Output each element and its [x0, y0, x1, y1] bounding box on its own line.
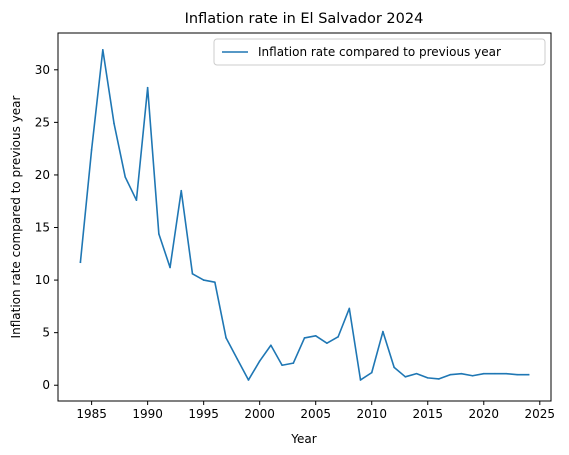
data-point — [315, 335, 317, 337]
data-point — [214, 281, 216, 283]
data-point — [483, 373, 485, 375]
data-point — [147, 87, 149, 89]
x-tick-label: 2000 — [244, 407, 275, 421]
x-tick-label: 2015 — [412, 407, 443, 421]
data-point — [438, 378, 440, 380]
y-tick-label: 25 — [35, 115, 50, 129]
y-tick-label: 20 — [35, 168, 50, 182]
y-tick-label: 15 — [35, 221, 50, 235]
data-point — [461, 373, 463, 375]
data-point — [113, 123, 115, 125]
series-line-0 — [80, 50, 528, 380]
data-point — [427, 377, 429, 379]
data-point — [281, 364, 283, 366]
x-tick-label: 2005 — [300, 407, 331, 421]
x-axis-label: Year — [290, 432, 316, 446]
data-point — [337, 336, 339, 338]
data-point — [236, 358, 238, 360]
y-axis-label: Inflation rate compared to previous year — [9, 95, 23, 338]
data-point — [393, 367, 395, 369]
data-point — [326, 342, 328, 344]
data-point — [248, 379, 250, 381]
data-point — [494, 373, 496, 375]
data-point — [203, 279, 205, 281]
data-point — [192, 273, 194, 275]
plot-frame — [58, 33, 551, 401]
x-tick-label: 2010 — [356, 407, 387, 421]
data-point — [505, 373, 507, 375]
data-point — [349, 308, 351, 310]
chart-title: Inflation rate in El Salvador 2024 — [185, 11, 424, 27]
data-point — [304, 337, 306, 339]
data-point — [158, 233, 160, 235]
legend: Inflation rate compared to previous year — [214, 39, 545, 65]
x-tick-label: 1985 — [76, 407, 107, 421]
data-point — [180, 190, 182, 192]
data-point — [136, 199, 138, 201]
data-point — [382, 331, 384, 333]
y-tick-label: 30 — [35, 63, 50, 77]
y-tick-label: 10 — [35, 273, 50, 287]
data-point — [517, 374, 519, 376]
y-tick-label: 0 — [42, 378, 50, 392]
data-point — [449, 374, 451, 376]
data-point — [293, 362, 295, 364]
data-point — [225, 337, 227, 339]
data-point — [360, 379, 362, 381]
x-tick-label: 1990 — [132, 407, 163, 421]
data-point — [259, 360, 261, 362]
x-tick-label: 1995 — [188, 407, 219, 421]
data-point — [371, 372, 373, 374]
data-point — [169, 267, 171, 269]
x-tick-label: 2020 — [468, 407, 499, 421]
data-point — [270, 344, 272, 346]
data-point — [124, 176, 126, 178]
legend-label: Inflation rate compared to previous year — [258, 45, 501, 59]
data-point — [102, 49, 104, 51]
data-point — [416, 373, 418, 375]
x-tick-label: 2025 — [525, 407, 556, 421]
data-point — [91, 149, 93, 151]
y-tick-label: 5 — [42, 326, 50, 340]
data-point — [80, 261, 82, 263]
data-point — [405, 376, 407, 378]
data-point — [472, 375, 474, 377]
data-point — [528, 374, 530, 376]
